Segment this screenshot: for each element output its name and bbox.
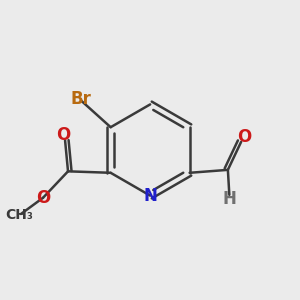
Text: Br: Br [71, 90, 92, 108]
Text: CH₃: CH₃ [5, 208, 33, 222]
Text: H: H [222, 190, 236, 208]
Text: O: O [237, 128, 251, 146]
Text: O: O [36, 189, 50, 207]
Text: O: O [56, 126, 71, 144]
Text: N: N [143, 187, 157, 205]
